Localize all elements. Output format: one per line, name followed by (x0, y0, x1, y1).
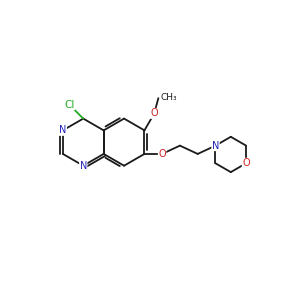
Text: CH₃: CH₃ (160, 93, 177, 102)
Text: O: O (242, 158, 250, 168)
Text: N: N (80, 161, 87, 171)
Text: Cl: Cl (64, 100, 75, 110)
Text: O: O (158, 149, 166, 159)
Text: N: N (59, 125, 67, 135)
Text: N: N (212, 141, 219, 151)
Text: O: O (151, 108, 158, 118)
